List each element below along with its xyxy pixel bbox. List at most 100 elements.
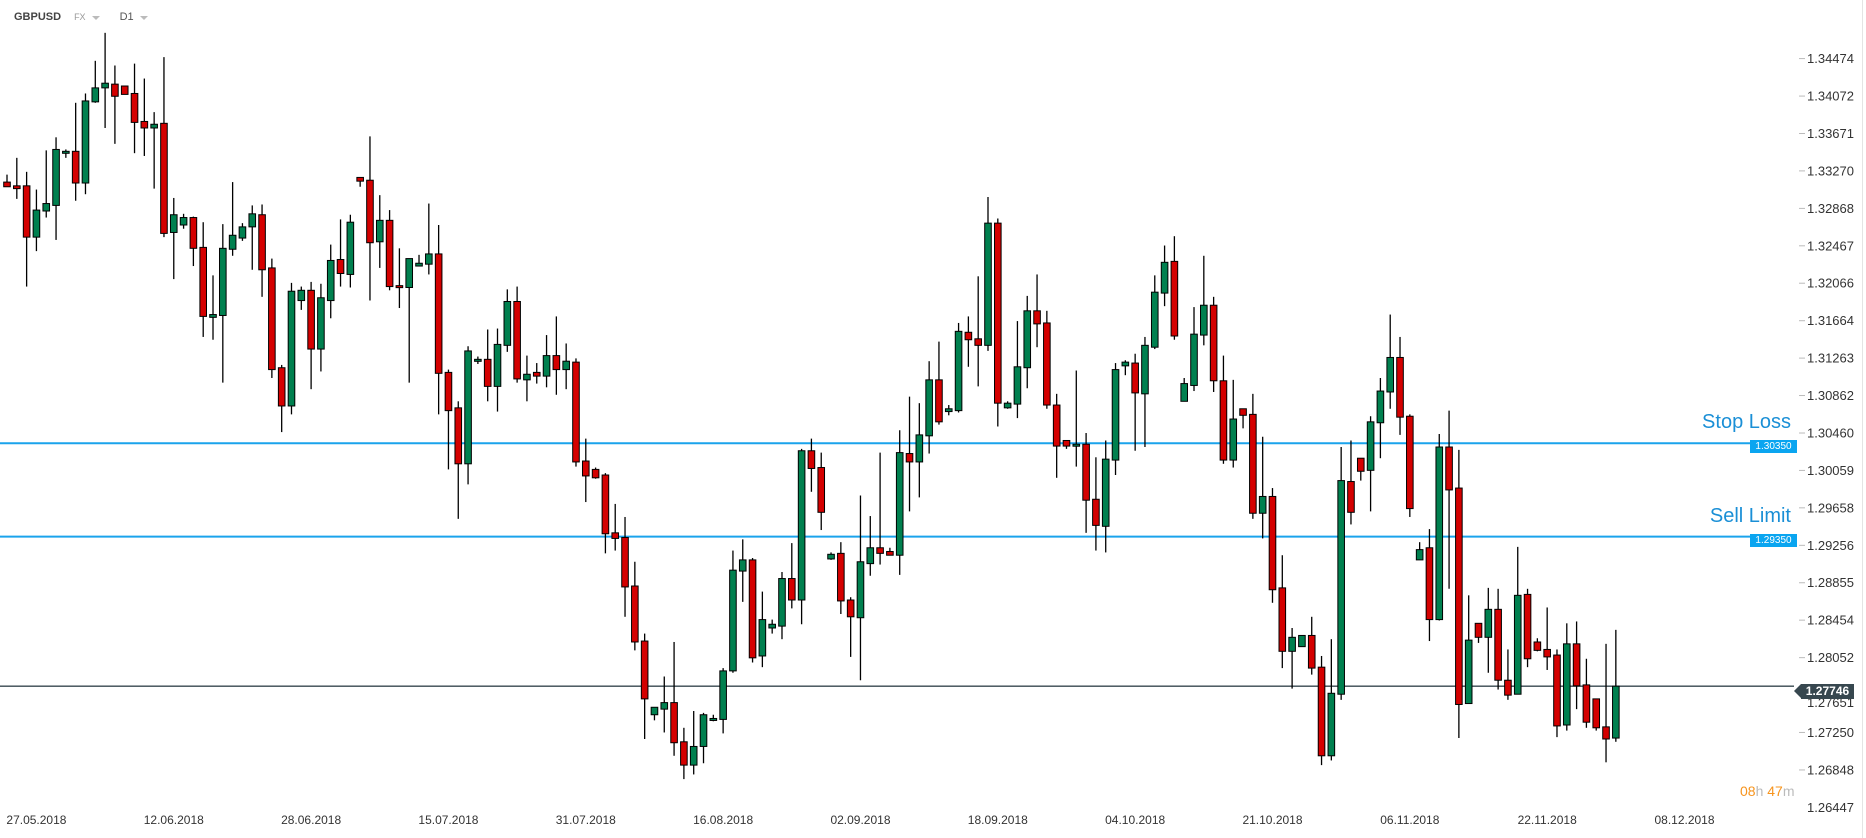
candle[interactable]	[581, 438, 590, 503]
candle[interactable]	[1523, 588, 1532, 668]
candle[interactable]	[81, 93, 90, 195]
candle[interactable]	[591, 467, 600, 479]
candle[interactable]	[199, 222, 207, 337]
candle[interactable]	[1219, 355, 1228, 464]
candle[interactable]	[532, 363, 541, 384]
candle[interactable]	[209, 275, 217, 340]
candle[interactable]	[729, 550, 737, 673]
candle[interactable]	[1003, 401, 1012, 409]
candle[interactable]	[925, 361, 933, 454]
candle[interactable]	[169, 197, 178, 280]
candle[interactable]	[1533, 638, 1542, 652]
candle[interactable]	[807, 438, 816, 492]
timeframe-dropdown[interactable]: D1	[120, 11, 148, 23]
candle[interactable]	[699, 712, 708, 764]
candle[interactable]	[474, 356, 482, 364]
candle[interactable]	[366, 136, 374, 301]
candle[interactable]	[130, 63, 139, 154]
candle[interactable]	[1592, 698, 1601, 731]
candle[interactable]	[71, 102, 80, 201]
candle[interactable]	[336, 219, 345, 287]
candle[interactable]	[1612, 629, 1620, 742]
candle[interactable]	[748, 558, 757, 663]
candle[interactable]	[1268, 488, 1277, 603]
candle[interactable]	[356, 176, 364, 187]
candle[interactable]	[62, 149, 70, 158]
candle[interactable]	[709, 714, 718, 722]
candle[interactable]	[768, 619, 776, 634]
candle[interactable]	[268, 258, 276, 378]
candle[interactable]	[1033, 274, 1041, 348]
candle[interactable]	[1052, 393, 1061, 478]
candle[interactable]	[258, 204, 266, 297]
candle[interactable]	[1572, 621, 1581, 710]
candle[interactable]	[1347, 440, 1355, 525]
market-dropdown[interactable]: FX	[74, 12, 100, 22]
candle[interactable]	[935, 341, 943, 425]
candle[interactable]	[1249, 393, 1257, 519]
candle[interactable]	[562, 343, 570, 390]
candle[interactable]	[1121, 360, 1130, 376]
candle[interactable]	[1278, 555, 1287, 669]
candle[interactable]	[444, 369, 453, 470]
candle[interactable]	[1141, 336, 1149, 448]
candle[interactable]	[42, 150, 51, 218]
candle[interactable]	[483, 329, 492, 402]
sell-limit-price-tag[interactable]: 1.29350	[1750, 534, 1797, 547]
candle[interactable]	[817, 452, 826, 531]
candle[interactable]	[1023, 295, 1032, 389]
candle[interactable]	[101, 32, 109, 128]
candle[interactable]	[277, 364, 286, 433]
candle[interactable]	[415, 254, 423, 267]
candle[interactable]	[601, 473, 610, 554]
candle[interactable]	[1464, 595, 1473, 705]
candle[interactable]	[1562, 623, 1571, 731]
candle[interactable]	[621, 516, 629, 617]
candle[interactable]	[1396, 336, 1404, 435]
candle[interactable]	[395, 248, 404, 309]
candle[interactable]	[1160, 245, 1169, 307]
candle[interactable]	[778, 572, 786, 640]
candle[interactable]	[611, 503, 620, 551]
candle[interactable]	[3, 174, 11, 188]
candle[interactable]	[1406, 414, 1414, 517]
candle[interactable]	[22, 171, 31, 287]
candle[interactable]	[493, 328, 502, 412]
candle[interactable]	[1386, 314, 1395, 409]
candle[interactable]	[219, 224, 227, 383]
candle[interactable]	[160, 57, 168, 238]
candle[interactable]	[1415, 542, 1424, 561]
candle[interactable]	[385, 210, 394, 291]
candle[interactable]	[405, 258, 414, 383]
candle[interactable]	[719, 668, 727, 734]
candle[interactable]	[503, 289, 512, 352]
candle[interactable]	[876, 452, 884, 565]
candle[interactable]	[307, 281, 315, 390]
candle[interactable]	[1082, 433, 1090, 533]
candle[interactable]	[297, 286, 306, 310]
candle[interactable]	[1327, 639, 1336, 761]
candle[interactable]	[895, 430, 904, 575]
candle[interactable]	[1445, 410, 1453, 589]
candle[interactable]	[1190, 307, 1198, 392]
candle[interactable]	[13, 157, 21, 199]
candle[interactable]	[915, 403, 924, 498]
candle[interactable]	[689, 711, 698, 775]
candle[interactable]	[523, 355, 531, 402]
candle[interactable]	[631, 561, 639, 651]
candle[interactable]	[1366, 416, 1375, 512]
candle[interactable]	[1150, 275, 1159, 350]
candle[interactable]	[944, 405, 953, 416]
candle[interactable]	[738, 539, 747, 602]
candle[interactable]	[1229, 379, 1238, 468]
candle[interactable]	[680, 727, 688, 780]
candle[interactable]	[846, 597, 855, 657]
candle[interactable]	[434, 225, 443, 415]
candle[interactable]	[1131, 353, 1139, 451]
candle[interactable]	[837, 542, 845, 614]
candle[interactable]	[984, 197, 992, 351]
candle[interactable]	[317, 283, 325, 372]
candle[interactable]	[1435, 433, 1444, 621]
candle[interactable]	[660, 676, 669, 733]
